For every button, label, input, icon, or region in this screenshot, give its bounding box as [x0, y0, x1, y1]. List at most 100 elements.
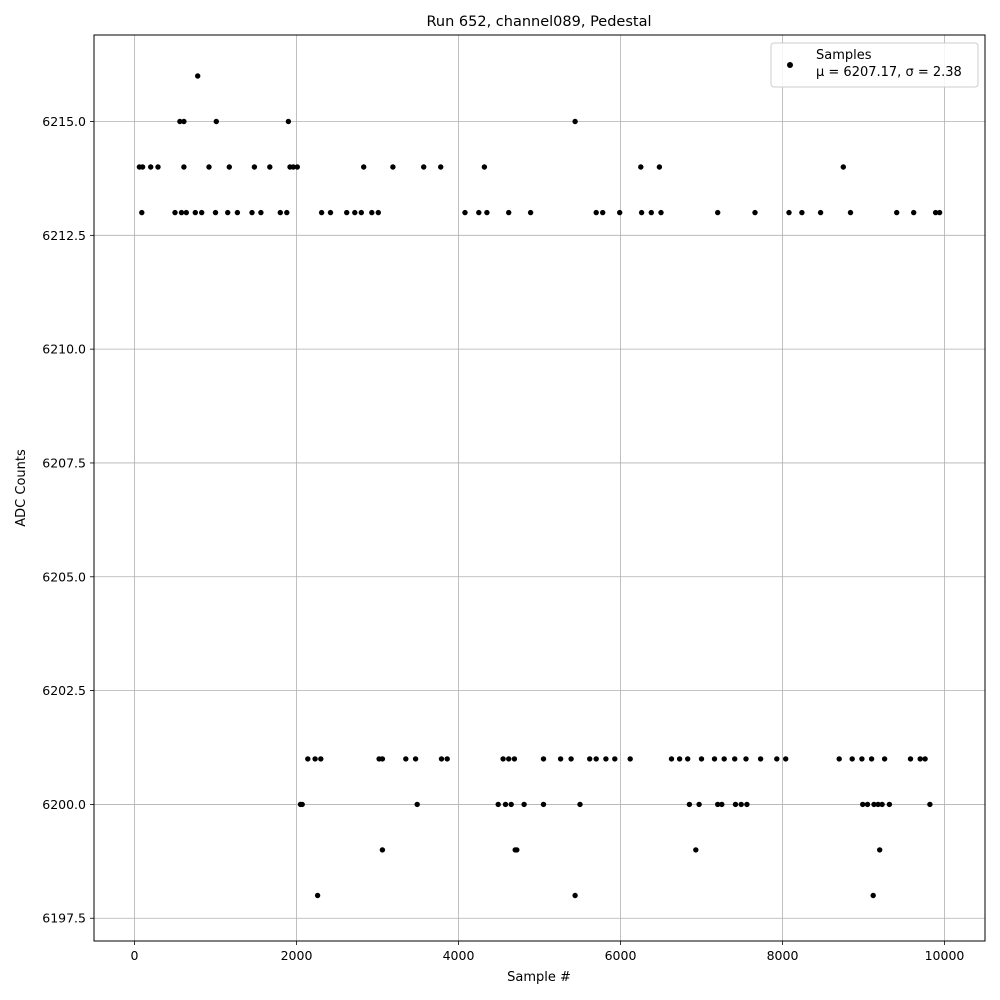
- data-point: [285, 118, 292, 125]
- data-point: [881, 756, 888, 762]
- data-point: [481, 164, 488, 170]
- data-point: [879, 801, 885, 808]
- data-point: [172, 209, 178, 216]
- data-point: [648, 209, 654, 216]
- data-point: [696, 801, 702, 808]
- data-point: [527, 209, 534, 216]
- data-point: [379, 756, 386, 762]
- data-point: [444, 756, 450, 762]
- data-point: [521, 801, 527, 808]
- data-point: [572, 118, 578, 125]
- data-point: [786, 209, 792, 216]
- data-point: [593, 756, 599, 762]
- legend-marker: [787, 62, 793, 68]
- data-point: [638, 164, 644, 170]
- data-point: [617, 209, 623, 216]
- data-point: [267, 164, 273, 170]
- axis-ticks: 0 2000 4000 6000 8000 10000 6197.5 6200.0 6202.5…: [42, 114, 964, 963]
- data-point: [656, 164, 663, 170]
- data-point: [840, 164, 846, 170]
- data-point: [799, 209, 805, 216]
- data-point: [294, 164, 300, 170]
- data-point: [577, 801, 583, 808]
- data-point: [871, 801, 877, 808]
- data-point: [860, 801, 866, 808]
- data-point: [484, 209, 490, 216]
- data-point: [181, 164, 187, 170]
- legend-series-name: Samples: [816, 48, 872, 63]
- data-point: [195, 73, 201, 79]
- data-point: [258, 209, 264, 216]
- data-point: [495, 801, 501, 808]
- data-point: [412, 756, 419, 762]
- data-point: [213, 118, 219, 125]
- data-point: [603, 756, 609, 762]
- data-point: [361, 164, 367, 170]
- data-point: [290, 164, 296, 170]
- data-point: [327, 209, 334, 216]
- data-point: [907, 756, 914, 762]
- data-point: [927, 801, 933, 808]
- data-point: [627, 756, 633, 762]
- data-point: [305, 756, 311, 762]
- data-point: [506, 209, 512, 216]
- data-point: [715, 209, 721, 216]
- data-point: [600, 209, 606, 216]
- data-point: [234, 209, 241, 216]
- data-point: [192, 209, 198, 216]
- data-point: [312, 756, 318, 762]
- data-point: [476, 209, 482, 216]
- data-point: [757, 756, 764, 762]
- data-point: [693, 847, 699, 853]
- data-point: [181, 118, 187, 125]
- data-point: [870, 892, 876, 899]
- data-point: [593, 209, 599, 216]
- data-point: [403, 756, 409, 762]
- gridlines: [94, 35, 985, 941]
- data-point: [557, 756, 564, 762]
- data-point: [375, 209, 381, 216]
- data-point: [178, 209, 185, 216]
- data-point: [859, 756, 865, 762]
- data-point: [849, 756, 855, 762]
- data-point: [711, 756, 718, 762]
- legend: Samples μ = 6207.17, σ = 2.38: [770, 42, 979, 88]
- data-point: [314, 892, 321, 899]
- data-point: [676, 756, 683, 762]
- x-tick-label: 8000: [767, 948, 799, 963]
- data-point: [743, 756, 749, 762]
- data-point: [638, 209, 645, 216]
- data-point: [284, 209, 290, 216]
- data-point: [911, 209, 917, 216]
- data-point: [206, 164, 212, 170]
- data-point: [318, 756, 324, 762]
- data-point: [390, 164, 396, 170]
- legend-frame: [770, 42, 979, 88]
- data-point: [226, 164, 232, 170]
- y-tick-label: 6205.0: [42, 569, 86, 584]
- data-point: [502, 801, 509, 808]
- data-point: [686, 801, 693, 808]
- data-points: [136, 73, 943, 899]
- data-point: [358, 209, 364, 216]
- data-point: [249, 209, 255, 216]
- data-point: [540, 756, 547, 762]
- y-axis-label: ADC Counts: [14, 449, 29, 527]
- data-point: [540, 801, 547, 808]
- data-point: [148, 164, 154, 170]
- data-point: [438, 756, 445, 762]
- data-point: [511, 756, 518, 762]
- plot-frame: [93, 34, 986, 942]
- data-point: [277, 209, 283, 216]
- chart-title: Run 652, channel089, Pedestal: [426, 14, 651, 30]
- data-point: [732, 801, 739, 808]
- data-point: [462, 209, 468, 216]
- y-tick-label: 6202.5: [42, 683, 86, 698]
- data-point: [612, 756, 618, 762]
- data-point: [936, 209, 943, 216]
- y-tick-label: 6215.0: [42, 114, 86, 129]
- data-point: [299, 801, 305, 808]
- data-point: [369, 209, 375, 216]
- y-tick-label: 6197.5: [42, 911, 86, 926]
